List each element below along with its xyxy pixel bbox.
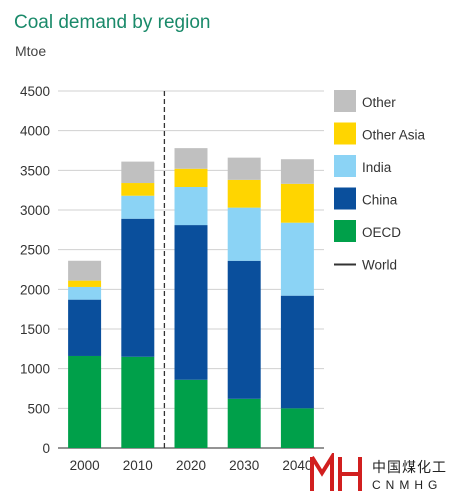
bar-segment-other — [68, 260, 102, 281]
legend-swatch — [334, 155, 356, 177]
legend-label: World — [362, 258, 397, 273]
x-tick-label: 2020 — [176, 458, 206, 473]
bar-segment-india — [227, 207, 261, 261]
bar-segment-other-asia — [121, 183, 155, 196]
legend-label: OECD — [362, 225, 401, 240]
bar-segment-other — [174, 148, 208, 169]
legend-label: Other Asia — [362, 128, 426, 143]
bar-segment-china — [280, 295, 314, 409]
bar-segment-other-asia — [280, 183, 314, 223]
x-tick-label: 2000 — [70, 458, 100, 473]
bar-segment-china — [121, 218, 155, 357]
cnmhg-logo-icon — [310, 450, 362, 491]
bar-segment-other — [280, 159, 314, 184]
bar-segment-other-asia — [174, 168, 208, 187]
x-tick-label: 2010 — [123, 458, 153, 473]
y-tick-label: 4500 — [20, 84, 50, 99]
bar-segment-oecd — [227, 398, 261, 448]
legend-label: India — [362, 160, 392, 175]
bar-segment-india — [68, 286, 102, 300]
legend-swatch — [334, 220, 356, 242]
bar-segment-other — [227, 157, 261, 180]
legend-label: Other — [362, 95, 396, 110]
y-tick-label: 3500 — [20, 163, 50, 178]
bar-segment-china — [174, 225, 208, 380]
bar-segment-oecd — [174, 379, 208, 448]
bar-segment-oecd — [280, 408, 314, 448]
y-tick-label: 4000 — [20, 124, 50, 139]
bar-segment-india — [174, 186, 208, 226]
legend-swatch — [334, 90, 356, 112]
watermark-chinese-text: 中国煤化工 — [372, 459, 447, 475]
y-axis-unit: Mtoe — [15, 43, 47, 59]
bar-segment-india — [280, 222, 314, 296]
bar-segment-china — [227, 260, 261, 399]
y-tick-label: 0 — [42, 441, 50, 456]
y-tick-label: 500 — [27, 401, 50, 416]
bar-segment-other-asia — [68, 280, 102, 287]
bar-segment-india — [121, 195, 155, 219]
y-tick-label: 3000 — [20, 203, 50, 218]
x-tick-label: 2030 — [229, 458, 259, 473]
bar-segment-china — [68, 299, 102, 356]
watermark-english-text: CNMHG — [372, 478, 443, 492]
cnmhg-watermark: 中国煤化工 CNMHG — [308, 450, 448, 497]
y-tick-label: 1000 — [20, 362, 50, 377]
legend-swatch — [334, 122, 356, 145]
y-tick-label: 2000 — [20, 282, 50, 297]
legend-swatch — [334, 187, 356, 210]
y-tick-label: 1500 — [20, 322, 50, 337]
chart-title: Coal demand by region — [14, 12, 211, 33]
x-tick-label: 2040 — [282, 458, 312, 473]
y-tick-label: 2500 — [20, 243, 50, 258]
legend-label: China — [362, 193, 398, 208]
bar-segment-other-asia — [227, 179, 261, 208]
bar-segment-oecd — [121, 356, 155, 448]
bar-segment-other — [121, 161, 155, 184]
bar-segment-oecd — [68, 355, 102, 448]
